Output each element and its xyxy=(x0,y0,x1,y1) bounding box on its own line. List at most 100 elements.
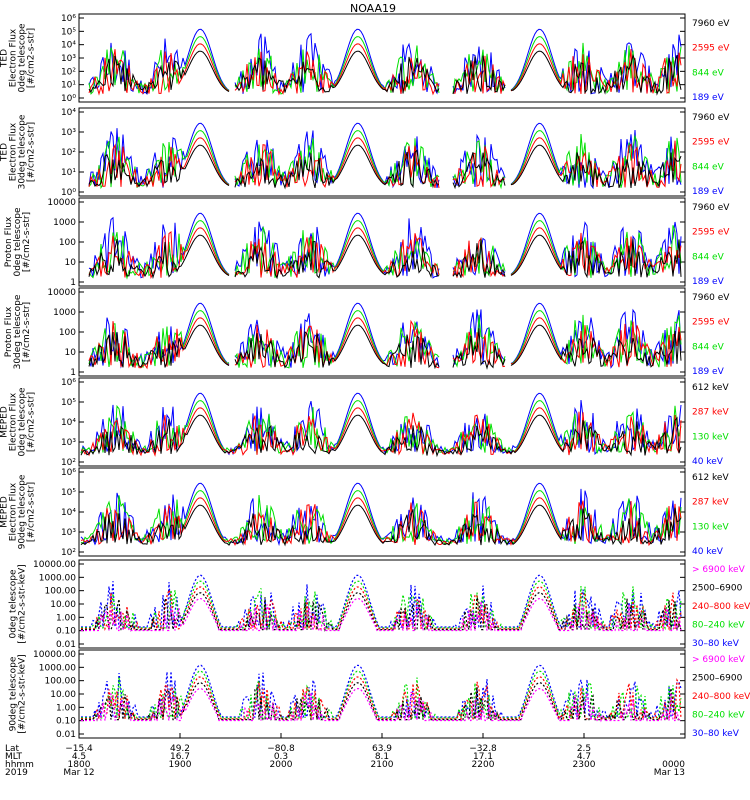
y-tick-label: 10¹ xyxy=(61,168,76,178)
y-tick-label: 10³ xyxy=(61,438,76,448)
legend-entry: 844 eV xyxy=(692,342,725,352)
y-tick-label: 100 xyxy=(59,238,76,248)
y-tick-label: 0.10 xyxy=(56,717,76,727)
panel-5: 10⁶ 10⁵ 10⁴ 10³ 10² MEPEDElectron Flux0deg te… xyxy=(0,377,729,468)
y-tick-label: 0.01 xyxy=(56,730,76,740)
y-axis-label-line: Proton Flux xyxy=(4,306,14,357)
y-tick-label: 10² xyxy=(61,458,76,468)
y-axis-label-line: Electron Flux xyxy=(9,392,19,451)
y-axis-label-line: 0deg telescope xyxy=(18,387,28,457)
y-tick-label: 10⁵ xyxy=(61,27,76,37)
y-axis-label-line: 90deg telescope xyxy=(9,656,19,731)
y-tick-label: 10 xyxy=(65,258,77,268)
legend-entry: 189 eV xyxy=(692,93,725,103)
legend-entry: 80–240 keV xyxy=(692,711,745,721)
panel-6: 10⁶ 10⁵ 10⁴ 10³ 10² MEPEDElectron Flux90deg t… xyxy=(0,467,729,558)
legend-entry: 40 keV xyxy=(692,457,724,467)
y-tick-label: 1 xyxy=(70,278,76,288)
y-axis-label: MEPEDElectron Flux0deg telescope[#/cm2-s… xyxy=(0,387,37,457)
y-tick-label: 10¹ xyxy=(61,81,76,91)
series-black-trace xyxy=(80,504,682,547)
y-tick-label: 10.00 xyxy=(50,690,76,700)
legend-entry: > 6900 keV xyxy=(692,565,746,575)
y-axis-label-line: [#/cm2-s-str] xyxy=(27,482,37,542)
legend-entry: 130 keV xyxy=(692,432,729,442)
series-red-trace xyxy=(88,317,682,370)
y-tick-label: 10000.00 xyxy=(33,560,76,570)
x-tick-date: Mar 12 xyxy=(63,768,94,778)
series-blue-trace xyxy=(81,574,682,630)
y-tick-label: 1.00 xyxy=(56,613,76,623)
x-tick-lat: −15.4 xyxy=(65,744,93,754)
y-axis-label-line: MEPED xyxy=(0,496,10,528)
y-axis-label-line: [#/cm2-s-str] xyxy=(27,122,37,182)
x-tick-hhmm: 0000 xyxy=(662,760,685,770)
panel-1: 10⁶ 10⁵ 10⁴ 10³ 10² 10¹ 10⁰ TEDElectron Flux0de… xyxy=(0,13,730,104)
x-tick-hhmm: 2300 xyxy=(573,760,596,770)
x-tick-lat: 49.2 xyxy=(170,744,190,754)
series-green-trace xyxy=(80,490,682,546)
series-magenta-trace xyxy=(81,687,681,723)
x-axis-row-label: hhmm xyxy=(5,760,34,770)
x-tick-mlt: 16.7 xyxy=(170,752,190,762)
series-blue-trace xyxy=(80,482,682,547)
series-black-trace xyxy=(81,682,681,722)
y-tick-label: 10000 xyxy=(47,198,76,208)
legend-entry: 2500–6900 xyxy=(692,674,743,684)
y-tick-label: 0.01 xyxy=(56,640,76,650)
series-red-trace xyxy=(88,137,682,189)
series-black-trace xyxy=(88,144,682,190)
series-green-trace xyxy=(88,130,682,190)
y-axis-label-line: [#/cm2-s-str] xyxy=(27,28,37,88)
y-tick-label: 100.00 xyxy=(45,587,77,597)
legend-entry: 844 eV xyxy=(692,252,725,262)
legend-entry: 40 keV xyxy=(692,547,724,557)
y-axis-label-line: [#/cm2-s-str] xyxy=(27,392,37,452)
legend-entry: 612 keV xyxy=(692,383,729,393)
y-axis-label-line: [#/cm2-s-str] xyxy=(22,302,32,362)
y-tick-label: 10³ xyxy=(61,528,76,538)
plot-title: NOAA19 xyxy=(350,2,396,15)
y-tick-label: 10⁴ xyxy=(61,508,76,518)
series-black-trace xyxy=(88,324,682,370)
x-tick-hhmm: 1800 xyxy=(68,760,91,770)
series-green-trace xyxy=(81,670,682,721)
y-axis-label-line: 90deg telescope xyxy=(18,474,28,549)
legend-entry: 7960 eV xyxy=(692,19,730,29)
y-axis-label-line: MEPED xyxy=(0,406,10,438)
series-blue-trace xyxy=(88,212,682,279)
series-black-trace xyxy=(80,414,682,458)
y-axis-label-line: TED xyxy=(0,49,10,68)
y-axis-label-line: Electron Flux xyxy=(9,482,19,541)
y-axis-label-line: Proton Flux xyxy=(4,216,14,267)
legend-entry: 80–240 keV xyxy=(692,621,745,631)
x-axis-row-label: MLT xyxy=(5,752,23,762)
y-axis-label: MEPEDElectron Flux90deg telescope[#/cm2-… xyxy=(0,474,37,549)
x-tick-mlt: 4.7 xyxy=(577,752,591,762)
x-tick-lat: 63.9 xyxy=(372,744,392,754)
y-axis-label-line: Electron Flux xyxy=(9,28,19,87)
y-axis-label-line: TED xyxy=(0,143,10,162)
panel-7: 10000.00 1000.00 100.00 10.00 1.00 0.10 0.01 0d… xyxy=(9,559,750,650)
y-tick-label: 10⁶ xyxy=(61,468,76,478)
series-blue-trace xyxy=(88,28,682,95)
y-axis-label-line: 0deg telescope xyxy=(18,23,28,93)
x-tick-mlt: 4.5 xyxy=(72,752,86,762)
x-tick-mlt: 0.3 xyxy=(274,752,288,762)
x-tick-date: Mar 13 xyxy=(654,768,685,778)
y-tick-label: 10000.00 xyxy=(33,650,76,660)
series-red-trace xyxy=(88,43,682,96)
x-tick-hhmm: 2200 xyxy=(472,760,495,770)
y-tick-label: 1 xyxy=(70,368,76,378)
legend-entry: 612 keV xyxy=(692,473,729,483)
y-axis-label-line: [#/cm2-s-str-keV] xyxy=(18,564,28,643)
y-tick-label: 10⁵ xyxy=(61,398,76,408)
x-tick-lat: −32.8 xyxy=(469,744,497,754)
x-tick-hhmm: 2100 xyxy=(371,760,394,770)
panel-2: 10⁴ 10³ 10² 10¹ 10⁰ TEDElectron Flux30deg tel… xyxy=(0,107,730,198)
y-tick-label: 1000 xyxy=(53,308,76,318)
legend-entry: 844 eV xyxy=(692,68,725,78)
legend-entry: 7960 eV xyxy=(692,203,730,213)
y-axis-label-line: [#/cm2-s-str] xyxy=(22,212,32,272)
y-tick-label: 10² xyxy=(61,148,76,158)
